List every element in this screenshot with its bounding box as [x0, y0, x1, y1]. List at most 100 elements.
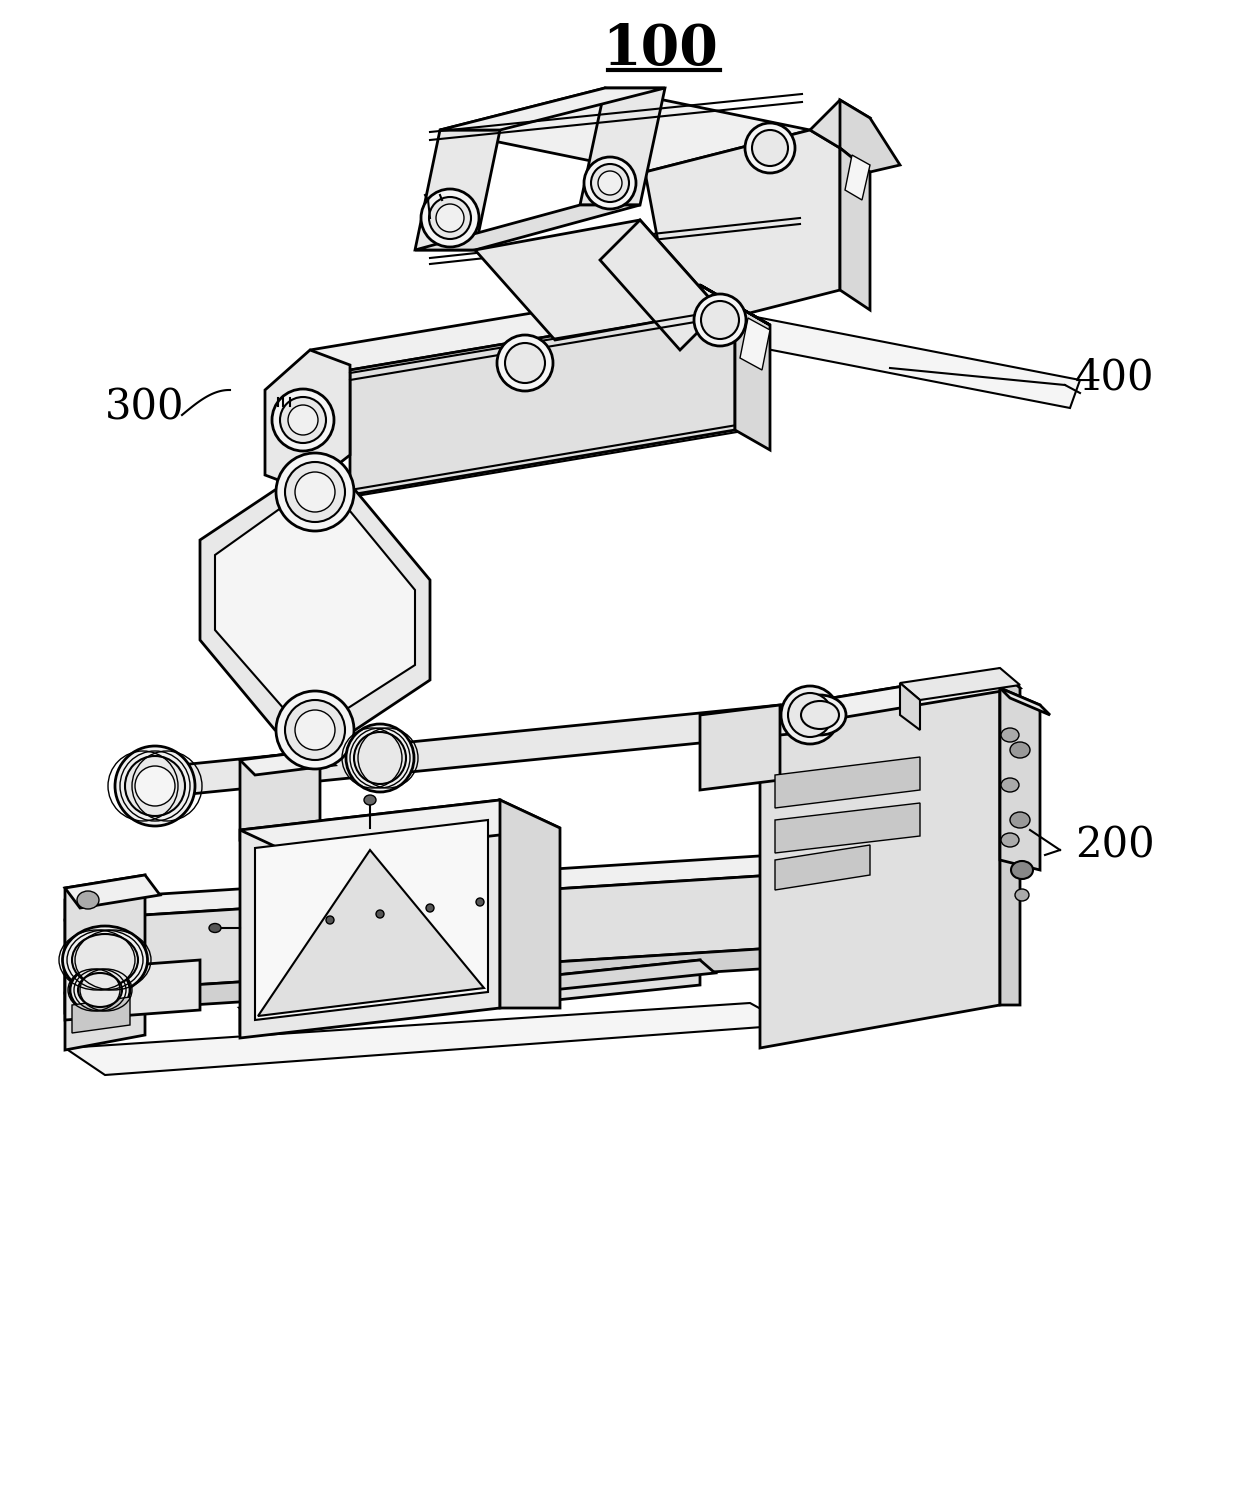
Polygon shape — [701, 705, 780, 790]
Polygon shape — [241, 714, 715, 773]
Polygon shape — [241, 714, 701, 785]
Polygon shape — [72, 998, 130, 1032]
Polygon shape — [130, 699, 830, 800]
Polygon shape — [775, 803, 920, 853]
Ellipse shape — [1011, 860, 1033, 879]
Text: 300: 300 — [105, 387, 185, 429]
Ellipse shape — [505, 344, 546, 383]
Ellipse shape — [272, 389, 334, 451]
Polygon shape — [415, 205, 640, 250]
Polygon shape — [440, 87, 665, 130]
Polygon shape — [735, 304, 770, 451]
Polygon shape — [241, 750, 335, 775]
Ellipse shape — [598, 170, 622, 194]
Ellipse shape — [1001, 833, 1019, 847]
Ellipse shape — [1001, 728, 1019, 741]
Polygon shape — [900, 683, 920, 729]
Ellipse shape — [78, 974, 122, 1007]
Ellipse shape — [422, 188, 479, 247]
Polygon shape — [701, 285, 770, 326]
Text: 100: 100 — [603, 23, 718, 77]
Ellipse shape — [751, 130, 787, 166]
Polygon shape — [415, 130, 500, 250]
Polygon shape — [839, 99, 900, 172]
Ellipse shape — [135, 766, 175, 806]
Ellipse shape — [436, 203, 464, 232]
Polygon shape — [241, 960, 715, 1022]
Polygon shape — [255, 820, 489, 1020]
Ellipse shape — [376, 910, 384, 918]
Polygon shape — [500, 800, 560, 1008]
Polygon shape — [760, 671, 1021, 728]
Ellipse shape — [787, 693, 832, 737]
Polygon shape — [64, 876, 145, 1050]
Ellipse shape — [1001, 778, 1019, 793]
Polygon shape — [999, 671, 1021, 1005]
Ellipse shape — [277, 454, 353, 530]
Polygon shape — [64, 1004, 790, 1074]
Polygon shape — [241, 800, 560, 857]
Polygon shape — [215, 505, 415, 710]
Polygon shape — [241, 750, 320, 839]
Ellipse shape — [353, 732, 405, 784]
Polygon shape — [241, 960, 701, 1032]
Polygon shape — [839, 148, 870, 310]
Polygon shape — [775, 845, 870, 891]
Polygon shape — [200, 490, 430, 729]
Ellipse shape — [69, 966, 130, 1014]
Polygon shape — [645, 130, 839, 332]
Ellipse shape — [288, 405, 317, 436]
Polygon shape — [580, 87, 665, 205]
Polygon shape — [999, 689, 1050, 714]
Polygon shape — [440, 87, 810, 172]
Polygon shape — [900, 668, 1021, 699]
Ellipse shape — [285, 463, 345, 521]
Polygon shape — [600, 220, 720, 350]
Ellipse shape — [801, 701, 839, 729]
Ellipse shape — [326, 916, 334, 924]
Ellipse shape — [745, 124, 795, 173]
Polygon shape — [844, 155, 870, 200]
Ellipse shape — [694, 294, 746, 347]
Ellipse shape — [584, 157, 636, 209]
Polygon shape — [475, 220, 720, 341]
Ellipse shape — [295, 472, 335, 512]
Polygon shape — [64, 876, 160, 909]
Ellipse shape — [1011, 741, 1030, 758]
Polygon shape — [711, 310, 1080, 408]
Polygon shape — [64, 842, 980, 919]
Ellipse shape — [476, 898, 484, 906]
Polygon shape — [64, 960, 200, 1020]
Ellipse shape — [1011, 812, 1030, 827]
Ellipse shape — [794, 695, 846, 735]
Ellipse shape — [427, 904, 434, 912]
Ellipse shape — [429, 197, 471, 240]
Ellipse shape — [295, 710, 335, 750]
Polygon shape — [241, 800, 500, 1038]
Ellipse shape — [346, 723, 414, 793]
Ellipse shape — [277, 692, 353, 769]
Ellipse shape — [77, 891, 99, 909]
Ellipse shape — [701, 301, 739, 339]
Polygon shape — [999, 689, 1040, 870]
Ellipse shape — [115, 746, 195, 826]
Ellipse shape — [285, 699, 345, 760]
Polygon shape — [258, 850, 484, 1016]
Ellipse shape — [365, 796, 376, 805]
Polygon shape — [265, 350, 350, 490]
Ellipse shape — [210, 924, 221, 933]
Text: 200: 200 — [1075, 824, 1154, 867]
Ellipse shape — [125, 757, 185, 815]
Ellipse shape — [280, 396, 326, 443]
Polygon shape — [760, 671, 999, 1047]
Polygon shape — [775, 757, 920, 808]
Ellipse shape — [72, 934, 138, 986]
Ellipse shape — [497, 335, 553, 390]
Ellipse shape — [591, 164, 629, 202]
Polygon shape — [64, 934, 980, 1013]
Polygon shape — [810, 99, 870, 148]
Text: 400: 400 — [1075, 357, 1154, 399]
Ellipse shape — [781, 686, 839, 744]
Ellipse shape — [62, 925, 148, 995]
Polygon shape — [310, 285, 735, 371]
